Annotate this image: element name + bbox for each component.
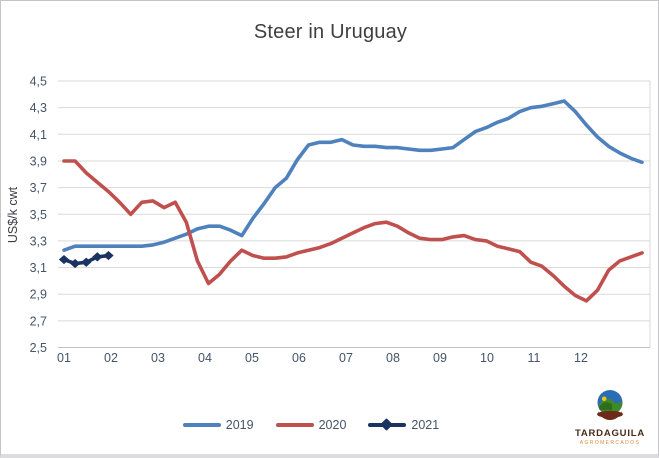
x-tick-label: 03 <box>151 351 165 365</box>
x-tick-label: 05 <box>245 351 259 365</box>
logo-subtext: AGROMERCADOS <box>579 440 641 446</box>
chart-title: Steer in Uruguay <box>253 21 408 43</box>
legend-diamond-icon <box>380 418 394 431</box>
x-tick-label: 12 <box>574 351 588 365</box>
y-tick-label: 3,1 <box>30 261 47 275</box>
legend: 2019 2020 2021 <box>1 418 621 432</box>
legend-item-2021: 2021 <box>368 418 439 432</box>
series-2019-line <box>62 99 644 252</box>
legend-item-2019: 2019 <box>182 418 254 432</box>
legend-label-2020: 2020 <box>318 418 347 432</box>
legend-swatch-2019 <box>182 423 221 427</box>
y-tick-label: 4,5 <box>30 75 47 89</box>
x-tick-label: 02 <box>104 351 118 365</box>
y-tick-label: 2,5 <box>30 341 47 355</box>
x-tick-label: 07 <box>339 351 353 365</box>
y-tick-label: 3,3 <box>30 234 47 248</box>
series-2021-marker <box>58 254 70 265</box>
legend-label-2019: 2019 <box>225 418 254 432</box>
y-tick-label: 2,9 <box>30 288 47 302</box>
y-tick-label: 3,5 <box>30 208 47 222</box>
x-tick-label: 11 <box>528 351 541 365</box>
legend-swatch-2021 <box>368 418 407 431</box>
tardaguila-logo-icon <box>597 390 623 420</box>
y-tick-label: 3,7 <box>30 181 47 195</box>
x-tick-label: 09 <box>433 351 447 365</box>
legend-swatch-2020 <box>275 423 314 427</box>
series-2021-marker <box>69 258 81 269</box>
y-tick-label: 4,1 <box>30 128 47 142</box>
legend-label-2021: 2021 <box>411 418 440 432</box>
series-2020-line <box>62 159 644 303</box>
y-tick-label: 4,3 <box>30 101 47 115</box>
y-tick-label: 2,7 <box>30 314 47 328</box>
tardaguila-logo: TARDAGUILA AGROMERCADOS <box>564 389 656 446</box>
x-tick-label: 06 <box>292 351 306 365</box>
x-tick-label: 01 <box>57 351 71 365</box>
x-tick-label: 10 <box>480 351 494 365</box>
logo-name: TARDAGUILA <box>574 428 646 439</box>
legend-item-2020: 2020 <box>275 418 347 432</box>
series-2021-marker <box>81 257 92 267</box>
y-tick-label: 3,9 <box>30 154 47 168</box>
x-tick-label: 08 <box>386 351 400 365</box>
x-tick-label: 04 <box>198 351 212 365</box>
series-2021-marker <box>92 252 103 262</box>
series-2021-marker <box>103 250 114 261</box>
